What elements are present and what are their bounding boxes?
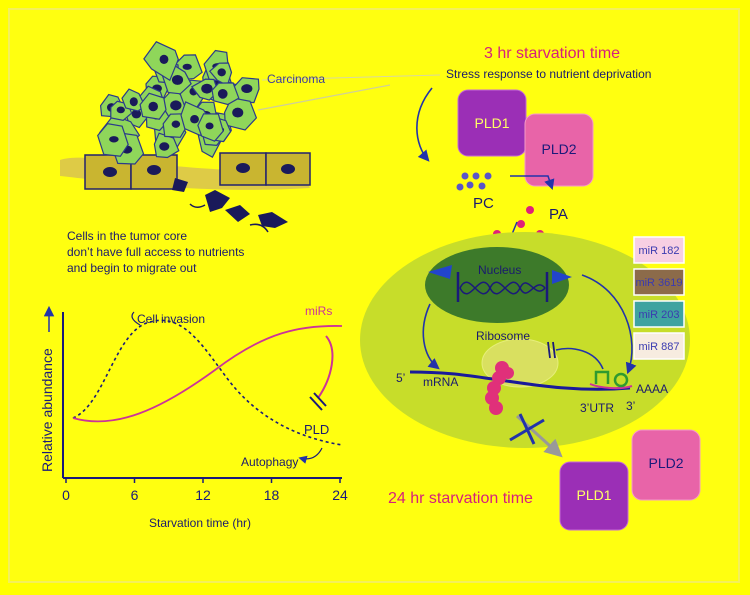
translation-block-cross [518, 413, 536, 445]
cell-invasion-pointer [131, 311, 141, 326]
twenty-four-hour-panel: 24 hr starvation time PLD2 PLD1 [388, 429, 701, 531]
x-tick-label: 6 [131, 487, 139, 503]
mrna-3utr-segment [589, 383, 633, 390]
tumor-cell-nucleus [109, 136, 119, 143]
x-tick-label: 0 [62, 487, 70, 503]
pld1-label-24hr: PLD1 [576, 487, 611, 503]
pld-label: PLD [304, 422, 329, 437]
tumor-cell-nucleus [131, 109, 142, 119]
pc-label: PC [473, 195, 494, 212]
tumor-cell-nucleus [201, 83, 213, 94]
pc-to-pa-arrow [510, 175, 555, 190]
nucleus-label: Nucleus [478, 263, 521, 277]
mirna-legend-label: miR 887 [639, 341, 680, 353]
subtitle-3hr: Stress response to nutrient deprivation [446, 67, 651, 81]
inhibition-bar [552, 341, 556, 359]
inhibition-bar [309, 396, 323, 411]
tumor-cell-nucleus [171, 74, 184, 85]
cell-invasion-label: Cell invasion [137, 312, 205, 326]
tumor-illustration: Carcinoma [60, 41, 441, 233]
polypeptide-beads [485, 361, 514, 415]
mirs-label: miRs [305, 304, 332, 318]
mirna-legend-swatch [633, 300, 685, 328]
mirna-inhibition-line [555, 347, 604, 370]
mirs-inhibition-arrow [317, 335, 334, 399]
mirs-curve [72, 325, 343, 423]
pld2-label: PLD2 [541, 141, 576, 157]
stress-arrow [416, 87, 433, 162]
carcinoma-label: Carcinoma [267, 72, 325, 86]
nucleus [425, 247, 569, 323]
tumor-cell-nucleus [182, 63, 192, 70]
pld2-box [524, 113, 594, 187]
tumor-cell-nucleus [159, 142, 170, 151]
autophagy-arrow [298, 447, 323, 464]
three-hour-panel: 3 hr starvation time Stress response to … [416, 45, 651, 260]
mirna-legend-swatch [633, 236, 685, 264]
caption-line: don’t have full access to nutrients [67, 245, 244, 259]
pld1-label: PLD1 [474, 115, 509, 131]
mirna-legend-label: miR 182 [639, 245, 680, 257]
polya-label: AAAA [636, 382, 668, 396]
autophagy-label: Autophagy [241, 455, 298, 469]
x-ticks: 0 6 12 18 24 [62, 478, 348, 503]
mirna-legend-label: miR 203 [639, 309, 680, 321]
mirna-legend-label: miR 3619 [635, 277, 682, 289]
dna-helix [428, 265, 572, 302]
tumor-cell-nucleus [217, 68, 226, 77]
pld-curve [72, 319, 343, 446]
abundance-plot: Relative abundance 0 6 12 18 24 Starvation t… [39, 304, 348, 530]
carcinoma-leader [257, 84, 391, 111]
caption-line: Cells in the tumor core [67, 229, 187, 243]
epithelial-cells [84, 152, 311, 190]
tumor-cell-nucleus [217, 89, 228, 99]
pld1-box-24hr [559, 461, 629, 531]
three-prime-label: 3’ [626, 399, 635, 413]
mrna-label: mRNA [423, 375, 458, 389]
pld2-label-24hr: PLD2 [648, 455, 683, 471]
tumor-cell-cluster [97, 41, 260, 165]
pld2-box-24hr [631, 429, 701, 501]
tumor-cell-nucleus [241, 84, 253, 94]
inhibition-bar [547, 341, 551, 359]
inhibition-bar [313, 392, 327, 407]
title-24hr: 24 hr starvation time [388, 490, 533, 507]
tumor-cell-nucleus [116, 106, 125, 114]
y-axis-label: Relative abundance [39, 348, 55, 472]
x-tick-label: 12 [195, 487, 211, 503]
tumor-caption: Cells in the tumor core don’t have full … [67, 229, 244, 275]
utr-label: 3’UTR [580, 401, 614, 415]
tumor-cell-nucleus [171, 120, 181, 128]
tumor-cell-nucleus [170, 100, 182, 111]
pc-molecules [456, 172, 492, 191]
mirna-export-arrow [581, 274, 637, 375]
tumor-cell-nucleus [129, 97, 138, 107]
tumor-cell-nucleus [190, 114, 199, 124]
pa-label: PA [549, 206, 568, 223]
mirna-legend-swatch [633, 332, 685, 360]
x-axis-label: Starvation time (hr) [149, 516, 251, 530]
mirna-legend: miR 182 miR 3619 miR 203 miR 887 [633, 236, 685, 360]
tumor-cell-nucleus [159, 54, 169, 64]
tumor-cell-nucleus [205, 122, 214, 130]
tumor-cell-nucleus [232, 107, 244, 118]
mirna-hairpin [594, 370, 629, 388]
x-tick-label: 18 [264, 487, 280, 503]
title-3hr: 3 hr starvation time [484, 45, 620, 62]
ribosome-label: Ribosome [476, 329, 530, 343]
migrating-cells [172, 178, 288, 233]
x-tick-label: 24 [332, 487, 348, 503]
transcription-arrow [422, 303, 440, 370]
callout-line [261, 74, 441, 81]
mirna-legend-swatch [633, 268, 685, 296]
caption-line: and begin to migrate out [67, 261, 197, 275]
five-prime-label: 5’ [396, 371, 405, 385]
tumor-cell-nucleus [148, 101, 159, 112]
